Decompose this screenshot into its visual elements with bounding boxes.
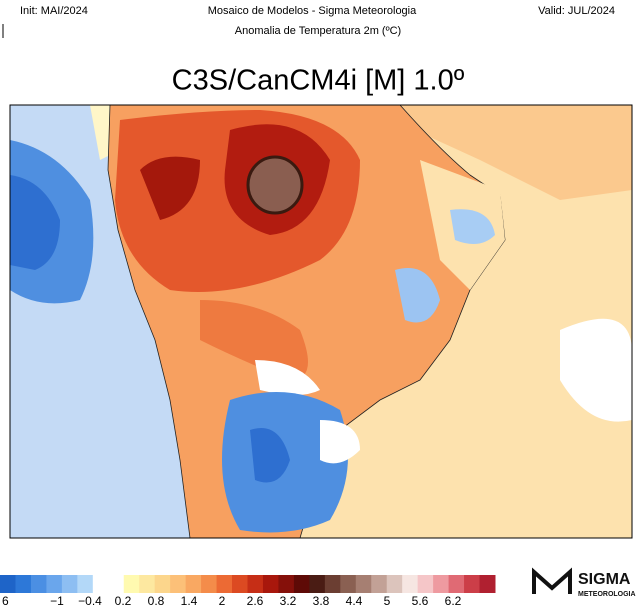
cold-south-core (250, 428, 290, 483)
header-title: Mosaico de Modelos - Sigma Meteorologia (208, 5, 417, 17)
colorbar-label: 3.8 (313, 594, 330, 608)
colorbar-label: −1 (50, 594, 64, 608)
colorbar-swatch (216, 575, 233, 593)
hottest-core (246, 155, 304, 215)
colorbar-swatch (262, 575, 279, 593)
colorbar-label: −0.4 (78, 594, 102, 608)
colorbar-swatch (201, 575, 218, 593)
colorbar-label: 0.8 (148, 594, 165, 608)
colorbar-label: 6 (2, 594, 9, 608)
cool-northeast (450, 209, 495, 244)
colorbar-swatch (386, 575, 403, 593)
logo-subtitle: METEOROLOGIA (578, 591, 636, 598)
colorbar-label: 4.4 (346, 594, 363, 608)
colorbar: 6 −1 −0.4 0.2 0.8 1.4 2 2.6 3.2 3.8 4.4 5 5.6 6.2 (0, 575, 496, 608)
colorbar-swatch (123, 575, 140, 593)
colorbar-swatch (355, 575, 372, 593)
neutral-uruguay (320, 420, 360, 464)
colorbar-swatch (77, 575, 94, 593)
colorbar-swatch (154, 575, 171, 593)
colorbar-swatch (170, 575, 187, 593)
logo-mark (532, 567, 572, 594)
colorbar-swatch (232, 575, 248, 593)
colorbar-label: 2.6 (247, 594, 264, 608)
atlantic-warm (360, 105, 632, 200)
logo-title: SIGMA (578, 571, 631, 588)
map-title: C3S/CanCM4i [M] 1.0º (172, 65, 465, 97)
colorbar-swatch (309, 575, 326, 593)
colorbar-swatch (448, 575, 465, 593)
colorbar-swatch (464, 575, 481, 593)
valid-label: Valid: JUL/2024 (538, 5, 615, 17)
colorbar-swatch (108, 575, 125, 593)
colorbar-swatch (479, 575, 496, 593)
colorbar-swatch (185, 575, 202, 593)
logo: SIGMA METEOROLOGIA (532, 567, 636, 598)
colorbar-swatch (30, 575, 47, 593)
map-frame (9, 104, 633, 539)
colorbar-swatch (15, 575, 32, 593)
header-subtitle: Anomalia de Temperatura 2m (ºC) (235, 25, 401, 37)
colorbar-swatch (247, 575, 264, 593)
cool-interior (395, 268, 440, 323)
map (9, 104, 633, 539)
colorbar-swatch (61, 575, 78, 593)
colorbar-swatch (293, 575, 310, 593)
neutral-south (255, 360, 320, 395)
colorbar-swatch (340, 575, 357, 593)
hot-west (140, 156, 200, 220)
atlantic-neutral (560, 318, 632, 422)
colorbar-label: 3.2 (280, 594, 297, 608)
colorbar-swatch (417, 575, 434, 593)
colorbar-swatch (0, 575, 16, 593)
colorbar-swatch (433, 575, 450, 593)
colorbar-label: 5 (384, 594, 391, 608)
colorbar-label: 5.6 (412, 594, 429, 608)
pacific-cold-core (10, 175, 60, 270)
colorbar-swatch (92, 575, 109, 593)
colorbar-swatch (371, 575, 388, 593)
init-label: Init: MAI/2024 (20, 5, 88, 17)
colorbar-label: 0.2 (115, 594, 132, 608)
central-warm (200, 300, 308, 380)
colorbar-swatch (46, 575, 63, 593)
colorbar-swatch (324, 575, 341, 593)
colorbar-swatch (402, 575, 419, 593)
colorbar-label: 1.4 (181, 594, 198, 608)
colorbar-label: 2 (219, 594, 226, 608)
colorbar-swatch (278, 575, 295, 593)
colorbar-swatch (139, 575, 156, 593)
colorbar-label: 6.2 (445, 594, 462, 608)
